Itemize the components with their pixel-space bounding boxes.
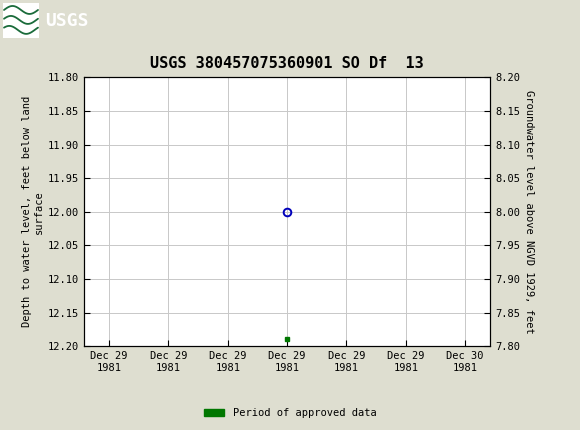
Title: USGS 380457075360901 SO Df  13: USGS 380457075360901 SO Df 13 — [150, 55, 424, 71]
Y-axis label: Groundwater level above NGVD 1929, feet: Groundwater level above NGVD 1929, feet — [524, 90, 534, 334]
Text: USGS: USGS — [45, 12, 89, 30]
Y-axis label: Depth to water level, feet below land
surface: Depth to water level, feet below land su… — [22, 96, 44, 327]
Bar — [3, 3, 39, 38]
Legend: Period of approved data: Period of approved data — [200, 404, 380, 423]
